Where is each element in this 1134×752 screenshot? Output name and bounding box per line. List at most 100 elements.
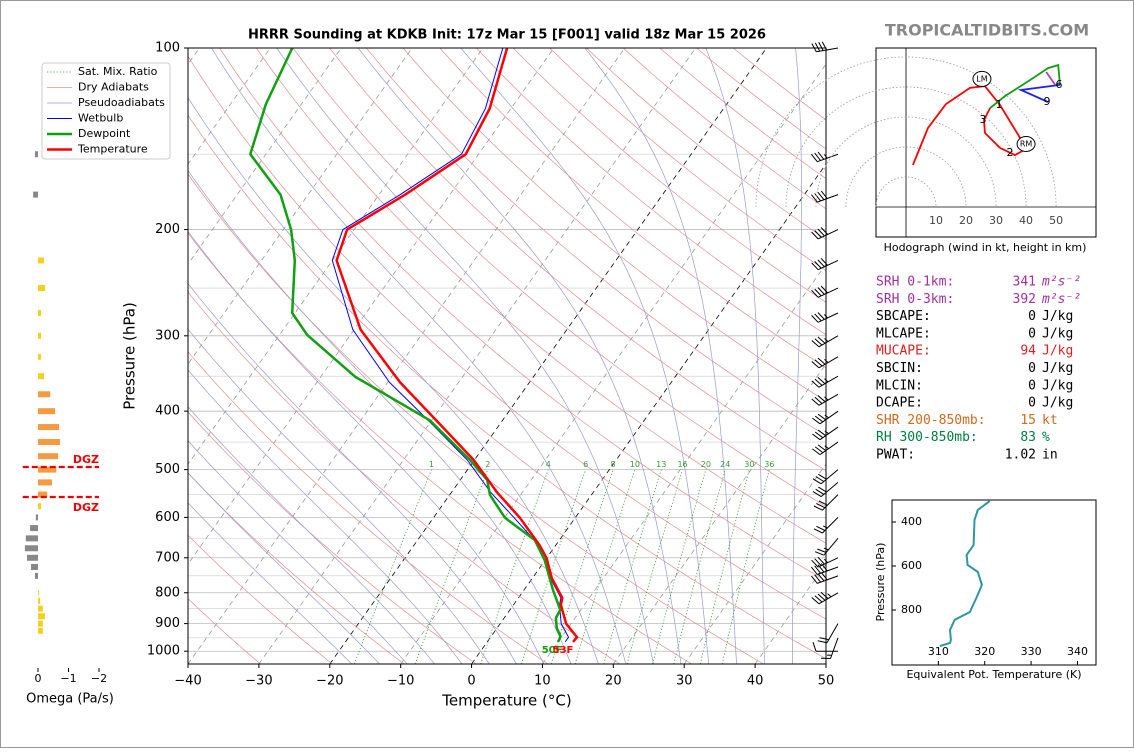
ring-label: 20 [959,214,973,227]
y-tick-label: 700 [155,550,180,565]
ring-label: 10 [929,214,943,227]
y-tick-label: 200 [155,222,180,237]
omega-bar [25,545,38,551]
x-tick-label: −20 [316,674,343,689]
x-tick-label: 320 [974,645,995,658]
param-label: MLCIN: [876,378,923,393]
omega-bar [38,391,50,397]
param-value: 0 [1028,378,1036,393]
mixing-ratio-label: 1 [429,460,434,469]
mixing-ratio-label: 16 [677,460,687,469]
legend-label: Pseudoadiabats [78,96,165,109]
x-tick-label: −1 [60,672,76,685]
omega-bar [35,151,38,157]
omega-bar [38,285,45,291]
param-label: SBCIN: [876,361,923,376]
param-unit: J/kg [1042,361,1073,376]
legend-label: Sat. Mix. Ratio [78,65,158,78]
legend-label: Wetbulb [78,112,123,125]
x-tick-label: 0 [467,674,475,689]
omega-bar [38,621,43,627]
ring-label: 30 [989,214,1003,227]
omega-bar [38,606,43,612]
param-unit: J/kg [1042,396,1073,411]
omega-bar [38,628,43,634]
height-label: 1 [995,98,1002,111]
y-tick-label: 400 [901,515,922,528]
param-value: 15 [1020,413,1036,428]
param-value: 0 [1028,326,1036,341]
site-name: TROPICALTIDBITS.COM [885,21,1089,40]
x-tick-label: −40 [174,674,201,689]
param-value: 94 [1020,344,1036,359]
param-label: MUCAPE: [876,344,931,359]
thetae-frame [892,500,1096,665]
ring-label: 50 [1049,214,1063,227]
mixing-ratio-label: 24 [720,460,730,469]
thetae-x-title: Equivalent Pot. Temperature (K) [906,668,1081,681]
param-value: 0 [1028,396,1036,411]
omega-bar [38,424,59,430]
legend-label: Dry Adiabats [78,81,149,94]
y-tick-label: 800 [155,585,180,600]
param-label: SHR 200-850mb: [876,413,986,428]
omega-bar [38,590,39,596]
param-label: MLCAPE: [876,326,931,341]
x-axis-title: Temperature (°C) [441,692,571,710]
omega-bar [38,479,52,485]
y-tick-label: 400 [155,404,180,419]
omega-bar [38,408,55,414]
height-label: 3 [980,113,987,126]
storm-motion-label: LM [976,74,987,83]
hodograph-title: Hodograph (wind in kt, height in km) [884,241,1087,254]
thetae-y-title: Pressure (hPa) [874,543,887,622]
omega-bar [38,613,45,619]
omega-bar [36,514,38,520]
param-label: SBCAPE: [876,309,931,324]
x-tick-label: 30 [676,674,693,689]
legend-label: Dewpoint [78,127,131,140]
omega-bar [38,453,58,459]
y-tick-label: 500 [155,462,180,477]
x-tick-label: 20 [605,674,622,689]
param-unit: J/kg [1042,344,1073,359]
y-axis-title: Pressure (hPa) [121,302,139,410]
param-value: 341 [1013,275,1036,290]
mixing-ratio-label: 2 [485,460,490,469]
mixing-ratio-label: 36 [764,460,774,469]
param-label: DCAPE: [876,396,923,411]
omega-bar [26,535,38,541]
param-label: SRH 0-3km: [876,292,954,307]
omega-bar [38,373,44,379]
legend: Sat. Mix. Ratio Dry Adiabats Pseudoadiabat… [42,63,170,159]
ring-label: 40 [1019,214,1033,227]
height-label: 9 [1043,95,1050,108]
x-tick-label: −10 [387,674,414,689]
omega-bar [38,503,41,509]
x-tick-label: 50 [818,674,835,689]
dgz-label: DGZ [73,453,99,466]
y-tick-label: 100 [155,41,180,56]
param-unit: J/kg [1042,326,1073,341]
height-label: 2 [1007,146,1014,159]
y-tick-label: 1000 [147,644,180,659]
param-unit: m²s⁻² [1041,275,1081,290]
chart-title: HRRR Sounding at KDKB Init: 17z Mar 15 [… [248,28,766,43]
y-tick-label: 600 [901,559,922,572]
param-label: PWAT: [876,448,915,463]
mixing-ratio-label: 10 [630,460,640,469]
omega-bar [27,555,38,561]
omega-bar [33,192,38,198]
param-value: 392 [1013,292,1036,307]
x-tick-label: 10 [534,674,551,689]
omega-bar [38,598,40,604]
mixing-ratio-label: 20 [701,460,711,469]
param-label: RH 300-850mb: [876,430,978,445]
y-tick-label: 600 [155,510,180,525]
param-unit: kt [1042,413,1058,428]
x-tick-label: 40 [747,674,764,689]
param-value: 0 [1028,309,1036,324]
x-tick-label: 0 [35,672,42,685]
